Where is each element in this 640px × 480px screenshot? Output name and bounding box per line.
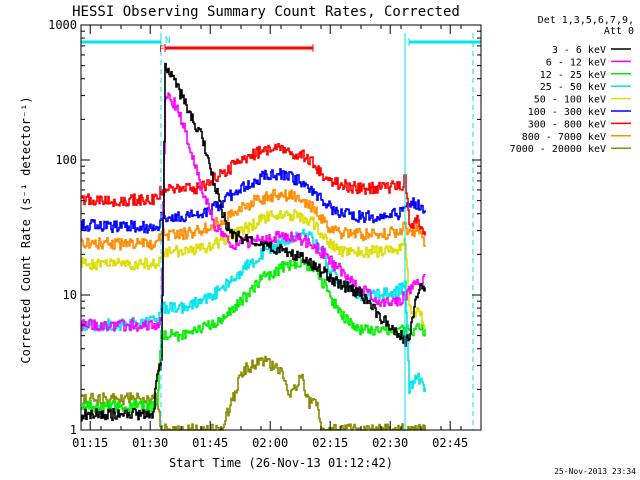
x-tick-label-5: 02:30 xyxy=(372,436,408,450)
legend-label-0: 3 - 6 keV xyxy=(552,45,606,56)
series-line-7 xyxy=(81,188,426,251)
legend-header-0: Det 1,3,5,6,7,9, xyxy=(538,15,634,26)
x-tick-label-0: 01:15 xyxy=(72,436,108,450)
y-tick-label-0: 1 xyxy=(70,423,77,437)
legend-label-7: 800 - 7000 keV xyxy=(522,132,606,143)
x-tick-label-3: 02:00 xyxy=(252,436,288,450)
y-axis-label: Corrected Count Rate (s⁻¹ detector⁻¹) xyxy=(19,96,33,363)
legend-label-5: 100 - 300 keV xyxy=(528,107,606,118)
legend-label-3: 25 - 50 keV xyxy=(540,82,606,93)
x-tick-label-4: 02:15 xyxy=(312,436,348,450)
series-line-4 xyxy=(81,209,426,328)
chart-title: HESSI Observing Summary Count Rates, Cor… xyxy=(72,4,460,20)
y-tick-label-1: 10 xyxy=(63,288,77,302)
flag-label-0: N xyxy=(165,36,170,46)
y-tick-label-3: 1000 xyxy=(48,18,77,32)
timestamp: 25-Nov-2013 23:34 xyxy=(554,467,636,476)
flag-layer: NF xyxy=(80,33,482,430)
axis-layer: 1 10 100 1000 01:15 01:30 01:45 02:00 02:15 02:30… xyxy=(48,18,482,450)
series-line-3 xyxy=(81,228,426,394)
series-line-6 xyxy=(81,143,426,236)
series-line-5 xyxy=(81,168,426,234)
series-line-0 xyxy=(81,62,426,422)
x-axis-label: Start Time (26-Nov-13 01:12:42) xyxy=(169,456,393,470)
legend-label-2: 12 - 25 keV xyxy=(540,70,606,81)
series-layer xyxy=(81,62,426,431)
legend-label-6: 300 - 800 keV xyxy=(528,119,606,130)
legend-label-8: 7000 - 20000 keV xyxy=(510,144,606,155)
series-line-1 xyxy=(81,92,426,332)
legend-header-1: Att 0 xyxy=(604,26,634,37)
flag-label-1: F xyxy=(159,45,164,55)
series-line-2 xyxy=(81,258,426,414)
x-tick-label-2: 01:45 xyxy=(192,436,228,450)
legend-label-4: 50 - 100 keV xyxy=(534,95,606,106)
y-tick-label-2: 100 xyxy=(55,153,77,167)
x-tick-label-6: 02:45 xyxy=(432,436,468,450)
legend-label-1: 6 - 12 keV xyxy=(546,57,606,68)
x-tick-label-1: 01:30 xyxy=(132,436,168,450)
